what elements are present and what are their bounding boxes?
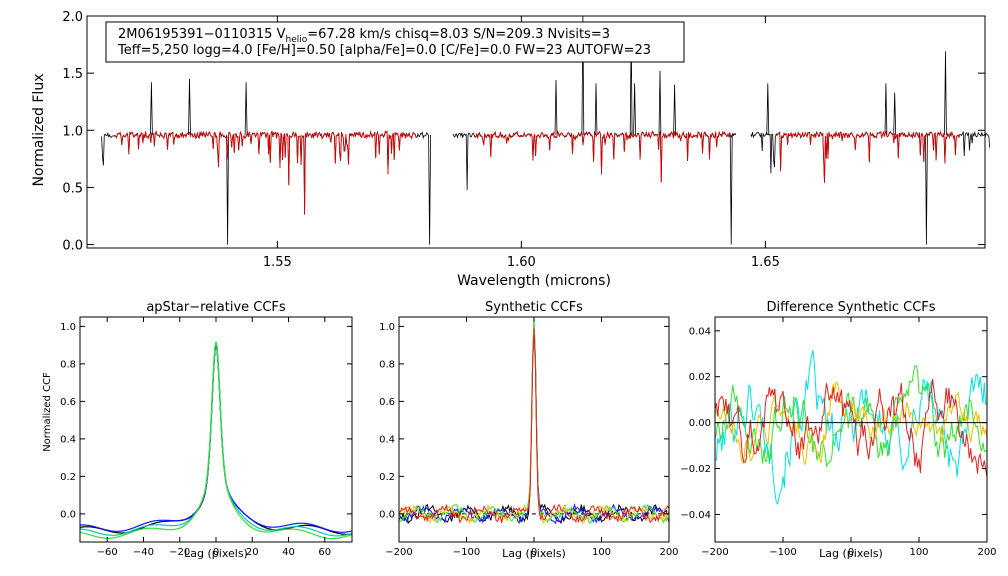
apstar-ccf-line-1 (79, 344, 353, 535)
synthetic-ccf-title: Synthetic CCFs (485, 300, 583, 315)
difference-ccf-x-tick-label: −100 (769, 547, 796, 558)
apstar-ccf-line-3 (79, 342, 353, 537)
synthetic-ccf-panel: Synthetic CCFs −200 −100 0 100 200 0.0 0.2 0.4 0… (379, 300, 678, 560)
difference-ccf-y-tick-label: 0.00 (689, 418, 711, 429)
spectrum-plot-frame (86, 15, 986, 249)
apstar-ccf-y-tick-label: 0.0 (60, 509, 76, 520)
apstar-ccf-line-4 (79, 341, 353, 540)
synthetic-ccf-x-tick-label: −100 (453, 547, 480, 558)
synthetic-ccf-line-3 (398, 317, 670, 524)
spectrum-x-tick-label: 1.55 (263, 255, 292, 270)
spectrum-y-tick-label: 1.0 (62, 124, 83, 139)
spectrum-legend-line1: 2M06195391−0110315 Vhelio=67.28 km/s chi… (118, 27, 610, 45)
difference-ccf-y-tick-label: −0.02 (680, 464, 711, 475)
difference-ccf-x-tick-label: 100 (909, 547, 928, 558)
synthetic-ccf-line-4 (398, 326, 670, 525)
difference-ccf-plot-frame (714, 316, 988, 543)
apstar-ccf-x-tick-label: 0 (213, 547, 219, 558)
spectrum-x-tick-label: 1.60 (507, 255, 536, 270)
synthetic-ccf-x-tick-label: 100 (592, 547, 611, 558)
spectrum-synthetic-line (113, 129, 961, 215)
apstar-ccf-y-tick-label: 0.2 (60, 472, 76, 483)
difference-ccf-line-4 (714, 378, 988, 477)
difference-ccf-panel: Difference Synthetic CCFs −200 −100 0 100 20… (680, 300, 996, 560)
apstar-ccf-line-2 (79, 343, 353, 533)
synthetic-ccf-y-tick-label: 0.4 (379, 434, 395, 445)
difference-ccf-line-1 (714, 350, 988, 506)
difference-ccf-y-tick-label: −0.04 (680, 510, 711, 521)
synthetic-ccf-x-tick-label: 0 (531, 547, 537, 558)
apstar-ccf-title: apStar−relative CCFs (146, 300, 286, 315)
apstar-ccf-x-tick-label: −20 (169, 547, 190, 558)
difference-ccf-y-tick-label: 0.04 (689, 326, 711, 337)
spectrum-legend-line2: Teff=5,250 logg=4.0 [Fe/H]=0.50 [alpha/F… (117, 43, 651, 58)
synthetic-ccf-y-tick-label: 0.8 (379, 359, 395, 370)
apstar-ccf-x-tick-label: 40 (282, 547, 295, 558)
apstar-ccf-x-tick-label: −60 (97, 547, 118, 558)
apstar-ccf-y-tick-label: 0.6 (60, 397, 76, 408)
spectrum-legend-box: 2M06195391−0110315 Vhelio=67.28 km/s chi… (105, 21, 685, 63)
spectrum-y-tick-label: 0.5 (62, 181, 83, 196)
difference-ccf-x-tick-label: −200 (701, 547, 728, 558)
spectrum-y-axis-label: Normalized Flux (31, 74, 47, 187)
apstar-ccf-x-tick-label: 20 (246, 547, 259, 558)
spectrum-y-tick-label: 1.5 (62, 67, 83, 82)
apstar-ccf-x-axis-label: Lag (pixels) (184, 547, 248, 560)
difference-ccf-x-axis-label: Lag (pixels) (819, 547, 883, 560)
difference-ccf-title: Difference Synthetic CCFs (766, 300, 935, 315)
apstar-ccf-x-tick-label: −40 (133, 547, 154, 558)
difference-ccf-x-tick-label: 200 (977, 547, 996, 558)
spectrum-x-axis-label: Wavelength (microns) (457, 273, 611, 289)
spectrum-y-tick-label: 0.0 (62, 239, 83, 254)
difference-ccf-x-tick-label: 0 (848, 547, 854, 558)
apstar-ccf-y-tick-label: 0.4 (60, 434, 76, 445)
synthetic-ccf-y-tick-label: 0.0 (379, 509, 395, 520)
apstar-ccf-y-axis-label: Normalized CCF (42, 372, 53, 452)
synthetic-ccf-line-2 (398, 321, 670, 525)
synthetic-ccf-x-tick-label: −200 (385, 547, 412, 558)
synthetic-ccf-x-tick-label: 200 (659, 547, 678, 558)
apstar-ccf-plot-frame (79, 316, 353, 543)
spectrum-panel: 1.55 1.60 1.65 0.0 0.5 1.0 1.5 2.0 2M06195391−0… (31, 10, 991, 289)
apstar-ccf-y-tick-label: 1.0 (60, 322, 76, 333)
spectrum-y-tick-label: 2.0 (62, 10, 83, 25)
spectrum-x-tick-label: 1.65 (751, 255, 780, 270)
synthetic-ccf-x-axis-label: Lag (pixels) (502, 547, 566, 560)
synthetic-ccf-line-5 (398, 328, 670, 524)
apstar-ccf-y-tick-label: 0.8 (60, 359, 76, 370)
difference-ccf-line-3 (714, 381, 988, 465)
synthetic-ccf-y-tick-label: 0.2 (379, 472, 395, 483)
synthetic-ccf-plot-frame (398, 316, 670, 543)
synthetic-ccf-y-tick-label: 0.6 (379, 397, 395, 408)
synthetic-ccf-line-1 (398, 329, 670, 525)
synthetic-ccf-y-tick-label: 1.0 (379, 322, 395, 333)
difference-ccf-y-tick-label: 0.02 (689, 372, 711, 383)
apstar-ccf-x-tick-label: 60 (318, 547, 331, 558)
apstar-ccf-panel: apStar−relative CCFs −60 −40 −20 0 20 40 60 0.0… (42, 300, 353, 560)
